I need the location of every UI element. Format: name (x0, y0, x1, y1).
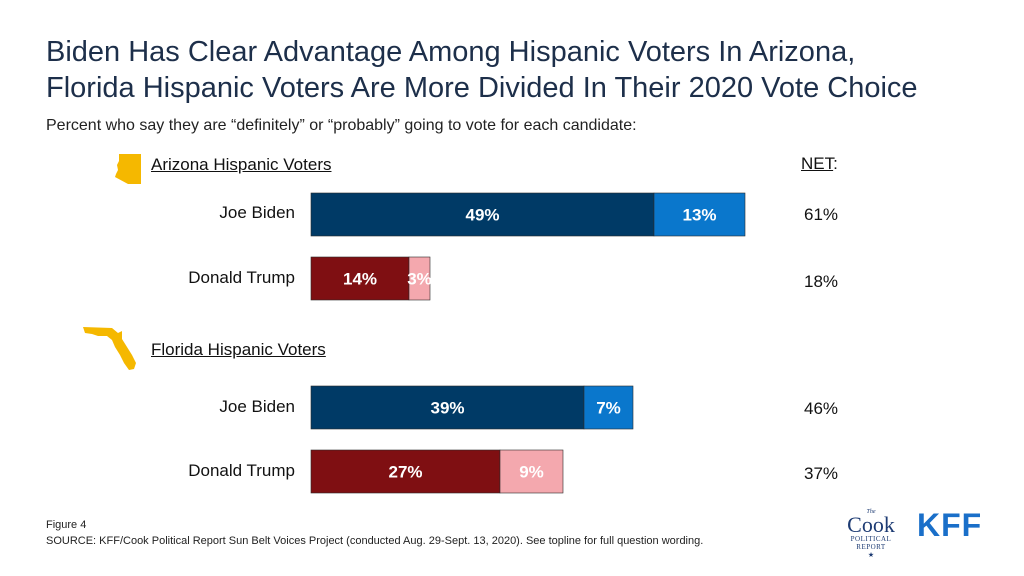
bar-az-trump-probably (408, 256, 431, 301)
cook-logo-star: ★ (867, 551, 875, 559)
source-note: SOURCE: KFF/Cook Political Report Sun Be… (46, 535, 704, 547)
group-label-florida: Florida Hispanic Voters (151, 340, 326, 359)
net-header: NET: (801, 154, 838, 174)
candidate-label-fl-trump: Donald Trump (188, 461, 295, 480)
bar-label-az-biden-definitely: 49% (465, 206, 499, 225)
candidate-label-az-trump: Donald Trump (188, 268, 295, 287)
cook-logo-report: REPORT (856, 543, 886, 551)
cook-logo-the: The (866, 509, 876, 515)
bar-az-biden-probably (653, 192, 746, 237)
net-value-fl-trump: 37% (804, 464, 839, 483)
net-header-label: NET (801, 154, 834, 173)
bar-fl-biden-definitely (310, 385, 585, 430)
group-label-arizona: Arizona Hispanic Voters (151, 155, 332, 174)
bar-label-fl-trump-probably: 9% (519, 463, 544, 482)
chart-title: Biden Has Clear Advantage Among Hispanic… (46, 34, 1016, 106)
bar-label-az-trump-probably: 3% (407, 270, 432, 289)
figure-label: Figure 4 (46, 519, 87, 531)
candidate-label-az-biden: Joe Biden (219, 203, 295, 222)
candidate-label-fl-biden: Joe Biden (219, 397, 295, 416)
arizona-state-icon (115, 154, 141, 184)
net-header-colon: : (833, 154, 838, 173)
net-value-az-trump: 18% (804, 272, 839, 291)
cook-logo-political: POLITICAL (850, 535, 892, 543)
bar-az-trump-definitely (310, 256, 410, 301)
kff-logo: KFF (917, 507, 983, 543)
title-line-2: Florida Hispanic Voters Are More Divided… (46, 72, 918, 104)
bar-fl-biden-probably (583, 385, 634, 430)
bar-fl-trump-probably (499, 449, 564, 494)
bar-az-biden-definitely (310, 192, 655, 237)
net-value-fl-biden: 46% (804, 399, 839, 418)
bar-label-fl-biden-definitely: 39% (430, 399, 464, 418)
bar-label-az-biden-probably: 13% (682, 206, 716, 225)
bar-label-az-trump-definitely: 14% (343, 270, 377, 289)
cook-political-report-logo: The Cook POLITICAL REPORT ★ (836, 509, 906, 559)
florida-state-icon (83, 327, 136, 370)
bar-label-fl-biden-probably: 7% (596, 399, 621, 418)
title-line-1: Biden Has Clear Advantage Among Hispanic… (46, 36, 856, 68)
cook-logo-name: Cook (847, 512, 895, 537)
net-value-az-biden: 61% (804, 205, 839, 224)
bar-label-fl-trump-definitely: 27% (388, 463, 422, 482)
bar-fl-trump-definitely (310, 449, 501, 494)
chart-subtitle: Percent who say they are “definitely” or… (46, 117, 637, 134)
